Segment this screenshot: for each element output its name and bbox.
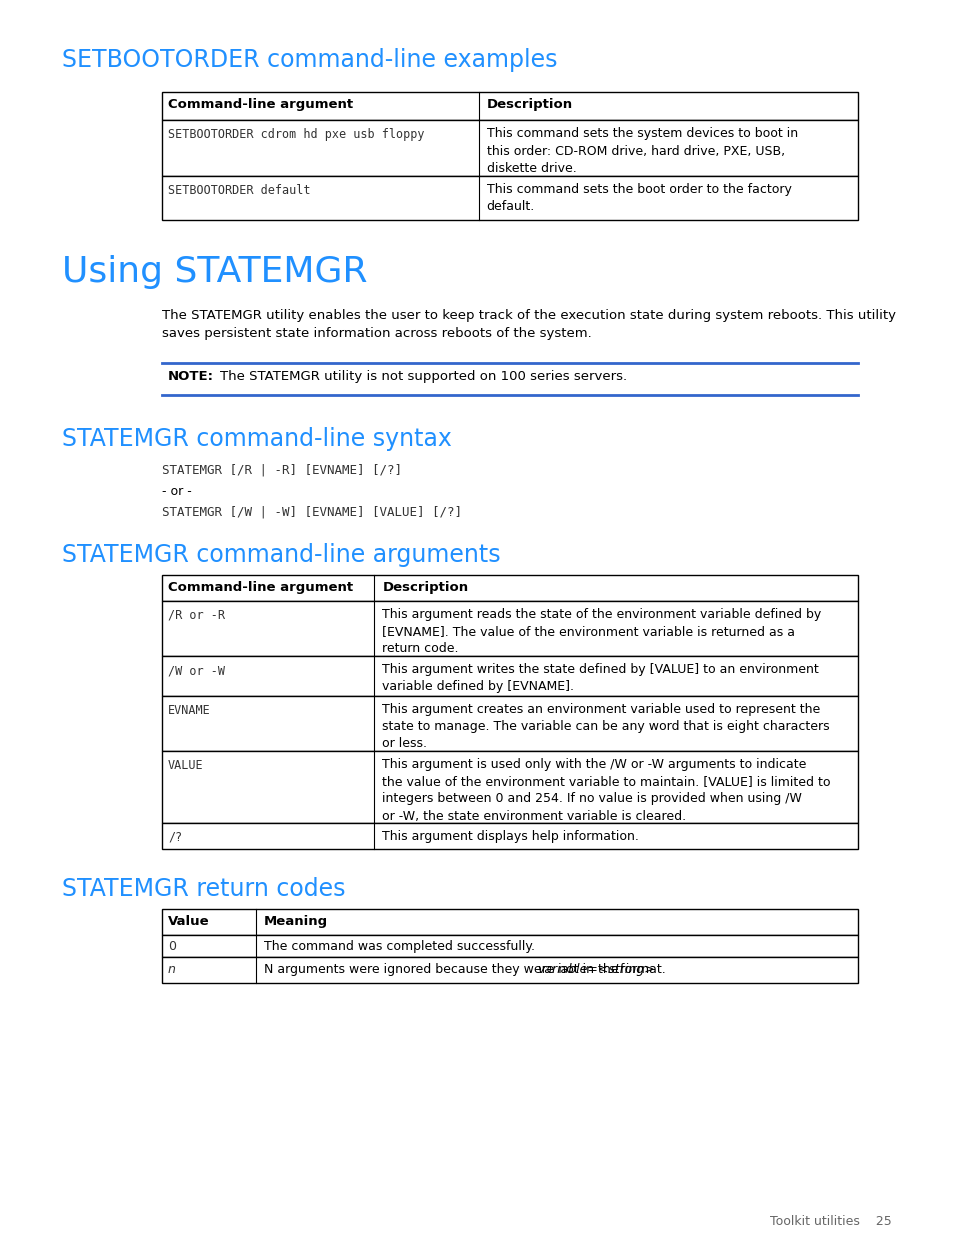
Bar: [162, 697, 857, 751]
Text: This command sets the boot order to the factory
default.: This command sets the boot order to the …: [486, 183, 791, 214]
Text: The STATEMGR utility enables the user to keep track of the execution state durin: The STATEMGR utility enables the user to…: [162, 309, 895, 340]
Text: format.: format.: [615, 963, 664, 976]
Text: /W or -W: /W or -W: [168, 664, 225, 677]
Text: - or -: - or -: [162, 485, 192, 498]
Text: SETBOOTORDER command-line examples: SETBOOTORDER command-line examples: [62, 48, 557, 72]
Text: The command was completed successfully.: The command was completed successfully.: [264, 940, 535, 953]
Text: STATEMGR command-line arguments: STATEMGR command-line arguments: [62, 543, 500, 567]
Text: Command-line argument: Command-line argument: [168, 580, 353, 594]
Bar: [162, 120, 857, 177]
Text: This argument displays help information.: This argument displays help information.: [382, 830, 639, 844]
Text: n: n: [168, 963, 175, 976]
Text: Toolkit utilities    25: Toolkit utilities 25: [769, 1215, 891, 1228]
Text: This argument reads the state of the environment variable defined by
[EVNAME]. T: This argument reads the state of the env…: [382, 608, 821, 656]
Bar: [162, 909, 857, 935]
Text: Meaning: Meaning: [264, 915, 328, 927]
Bar: [162, 823, 857, 848]
Text: SETBOOTORDER default: SETBOOTORDER default: [168, 184, 310, 198]
Text: STATEMGR [/R | -R] [EVNAME] [/?]: STATEMGR [/R | -R] [EVNAME] [/?]: [162, 463, 401, 475]
Text: This argument is used only with the /W or -W arguments to indicate
the value of : This argument is used only with the /W o…: [382, 758, 830, 823]
Bar: [162, 601, 857, 656]
Text: N arguments were ignored because they were not in the: N arguments were ignored because they we…: [264, 963, 621, 976]
Text: This argument creates an environment variable used to represent the
state to man: This argument creates an environment var…: [382, 703, 829, 751]
Bar: [162, 751, 857, 823]
Bar: [162, 91, 857, 120]
Text: EVNAME: EVNAME: [168, 704, 211, 718]
Text: STATEMGR return codes: STATEMGR return codes: [62, 877, 345, 902]
Bar: [162, 656, 857, 697]
Text: This command sets the system devices to boot in
this order: CD-ROM drive, hard d: This command sets the system devices to …: [486, 127, 797, 175]
Text: SETBOOTORDER cdrom hd pxe usb floppy: SETBOOTORDER cdrom hd pxe usb floppy: [168, 128, 424, 141]
Text: /R or -R: /R or -R: [168, 609, 225, 622]
Text: STATEMGR [/W | -W] [EVNAME] [VALUE] [/?]: STATEMGR [/W | -W] [EVNAME] [VALUE] [/?]: [162, 505, 461, 517]
Text: Command-line argument: Command-line argument: [168, 98, 353, 111]
Text: Description: Description: [486, 98, 572, 111]
Text: NOTE:: NOTE:: [168, 370, 213, 383]
Text: The STATEMGR utility is not supported on 100 series servers.: The STATEMGR utility is not supported on…: [220, 370, 626, 383]
Text: STATEMGR command-line syntax: STATEMGR command-line syntax: [62, 427, 452, 451]
Text: variable=<string>: variable=<string>: [537, 963, 654, 976]
Text: Description: Description: [382, 580, 468, 594]
Bar: [162, 935, 857, 957]
Text: 0: 0: [168, 940, 175, 953]
Text: VALUE: VALUE: [168, 760, 203, 772]
Bar: [162, 177, 857, 220]
Text: Using STATEMGR: Using STATEMGR: [62, 254, 367, 289]
Bar: [162, 957, 857, 983]
Text: /?: /?: [168, 831, 182, 844]
Bar: [162, 576, 857, 601]
Text: This argument writes the state defined by [VALUE] to an environment
variable def: This argument writes the state defined b…: [382, 663, 819, 693]
Text: Value: Value: [168, 915, 210, 927]
